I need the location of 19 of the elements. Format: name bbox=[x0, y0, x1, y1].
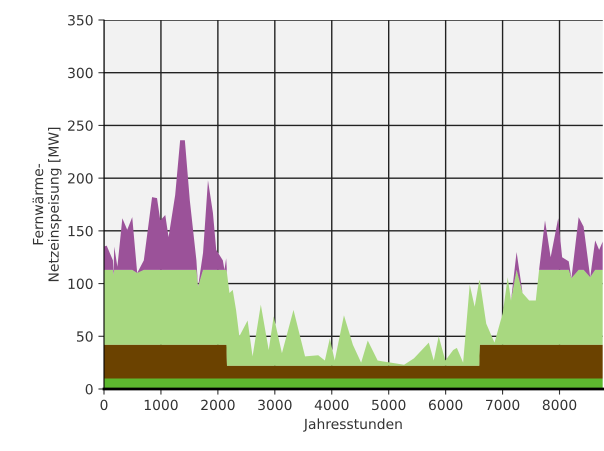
y-tick-label: 350 bbox=[68, 14, 93, 26]
y-tick-label: 150 bbox=[68, 226, 93, 236]
x-tick-label: 3000 bbox=[258, 400, 292, 410]
x-tick-label: 1000 bbox=[144, 400, 178, 410]
y-tick-label: 300 bbox=[68, 68, 93, 78]
y-tick-label: 200 bbox=[68, 173, 93, 184]
y-tick-label: 100 bbox=[68, 278, 93, 290]
x-tick-label: 6000 bbox=[428, 400, 462, 410]
x-axis-title: Jahresstunden bbox=[303, 418, 402, 432]
x-tick-label: 7000 bbox=[486, 400, 520, 410]
x-tick-label: 8000 bbox=[542, 400, 576, 410]
y-tick-label: 250 bbox=[68, 120, 93, 131]
y-axis-title: Fernwärme- Netzeinspeisung [MW] bbox=[32, 128, 62, 282]
x-tick-label: 4000 bbox=[314, 400, 349, 410]
x-tick-label: 2000 bbox=[201, 400, 235, 410]
y-tick-label: 0 bbox=[86, 384, 93, 394]
x-tick-label: 0 bbox=[100, 400, 108, 410]
y-tick-label: 50 bbox=[76, 331, 93, 342]
x-tick-label: 5000 bbox=[372, 400, 406, 410]
